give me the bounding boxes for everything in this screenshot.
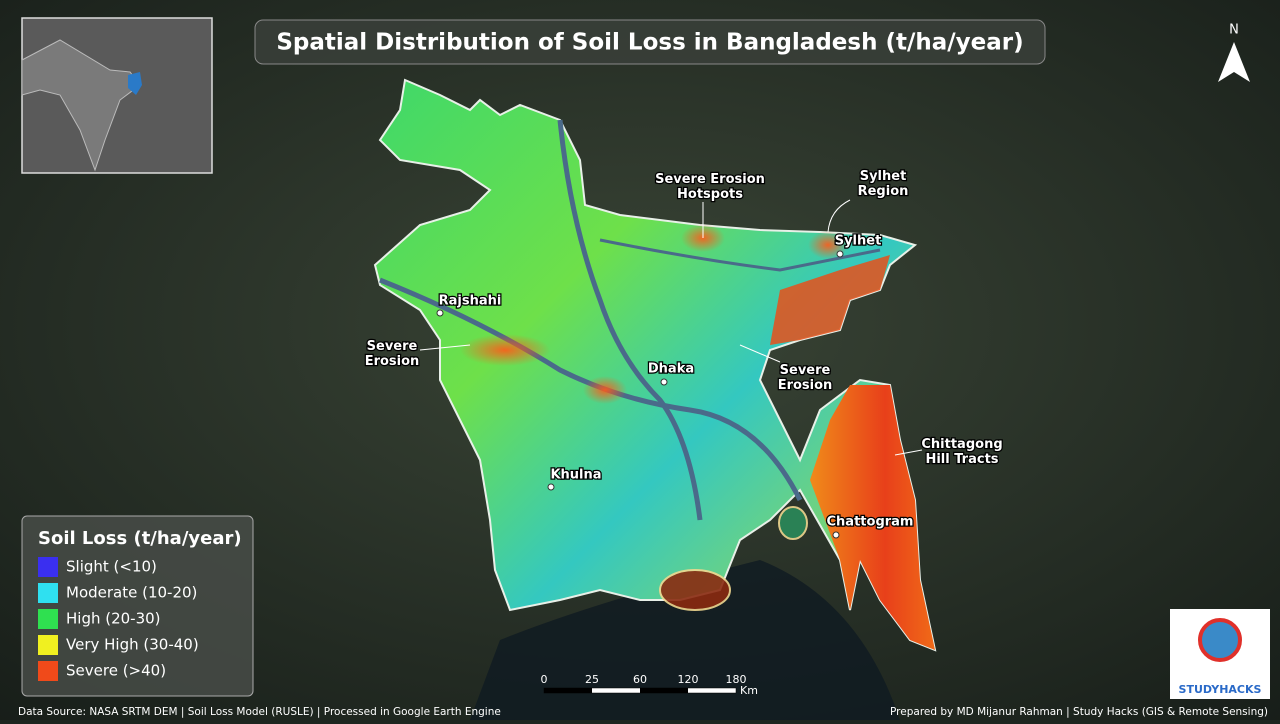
place-dot: [832, 531, 840, 539]
sylhet-hills: [770, 255, 890, 345]
hotspot-glow: [460, 334, 550, 366]
annotation-line: Region: [858, 184, 909, 199]
legend-label: Very High (30-40): [66, 636, 199, 654]
logo-text: STUDYHACKS: [1179, 683, 1262, 696]
scale-label: 60: [633, 673, 647, 686]
annotation-line: Severe: [367, 339, 418, 354]
annotation-line: Severe Erosion: [655, 172, 765, 187]
credit: Prepared by MD Mijanur Rahman | Study Ha…: [890, 706, 1268, 718]
place-label: Dhaka: [648, 362, 694, 377]
title-box: [254, 19, 1046, 65]
scale-segment: [544, 688, 592, 693]
legend-box: [21, 515, 254, 697]
legend-label: Slight (<10): [66, 558, 157, 576]
annotation-line: Severe: [780, 363, 831, 378]
place-dot: [547, 483, 555, 491]
annotation: Severe Erosion: [778, 363, 833, 393]
annotation-line: Hotspots: [677, 187, 743, 202]
inset-bangladesh: [128, 72, 142, 95]
place-label: Chattogram: [827, 515, 914, 530]
scale-unit: Km: [740, 684, 758, 697]
scale-label: 120: [678, 673, 699, 686]
place-dot: [836, 250, 844, 258]
legend-swatch: [38, 609, 58, 629]
river: [557, 119, 703, 521]
annotation-line: Erosion: [365, 354, 420, 369]
place-label: Khulna: [550, 468, 601, 483]
bay-of-bengal: [470, 560, 900, 720]
place-label: Rajshahi: [439, 294, 502, 309]
map-title: Spatial Distribution of Soil Loss in Ban…: [276, 30, 1023, 56]
river: [599, 238, 881, 272]
annotation-line: Hill Tracts: [925, 452, 998, 467]
legend-swatch: [38, 583, 58, 603]
legend-title: Soil Loss (t/ha/year): [38, 528, 242, 549]
place-dot: [660, 378, 668, 386]
annotation-line: Sylhet: [860, 169, 907, 184]
hotspot-island: [659, 569, 731, 611]
annotation-line: Erosion: [778, 378, 833, 393]
annotation: Severe Erosion Hotspots: [655, 172, 765, 202]
scale-label: 0: [541, 673, 548, 686]
chittagong-hills: [810, 385, 935, 650]
annotation: Chittagong Hill Tracts: [921, 437, 1002, 467]
leader-line: [827, 199, 851, 233]
place-dot: [436, 309, 444, 317]
leader-line: [894, 449, 923, 456]
legend-swatch: [38, 635, 58, 655]
scale-label: 25: [585, 673, 599, 686]
scale-label: 180: [726, 673, 747, 686]
annotation: Sylhet Region: [858, 169, 909, 199]
annotation-line: Chittagong: [921, 437, 1002, 452]
north-arrow: [1218, 42, 1250, 82]
hotspot-glow: [583, 376, 627, 404]
data-source: Data Source: NASA SRTM DEM | Soil Loss M…: [18, 706, 501, 718]
leader-line: [739, 344, 781, 363]
legend: Soil Loss (t/ha/year) Slight (<10) Modera…: [21, 515, 254, 697]
logo-icon: [1198, 618, 1242, 662]
north-label: N: [1229, 23, 1239, 38]
annotation: Severe Erosion: [365, 339, 420, 369]
place-label: Sylhet: [835, 234, 882, 249]
legend-swatch: [38, 661, 58, 681]
legend-label: Moderate (10-20): [66, 584, 197, 602]
legend-label: High (20-30): [66, 610, 161, 628]
legend-label: Severe (>40): [66, 662, 166, 680]
scale-segment: [640, 688, 688, 693]
inset-india: [21, 39, 141, 172]
inset-map: [21, 17, 213, 174]
leader-line: [419, 344, 471, 351]
legend-swatch: [38, 557, 58, 577]
hotspot-island: [778, 506, 808, 540]
